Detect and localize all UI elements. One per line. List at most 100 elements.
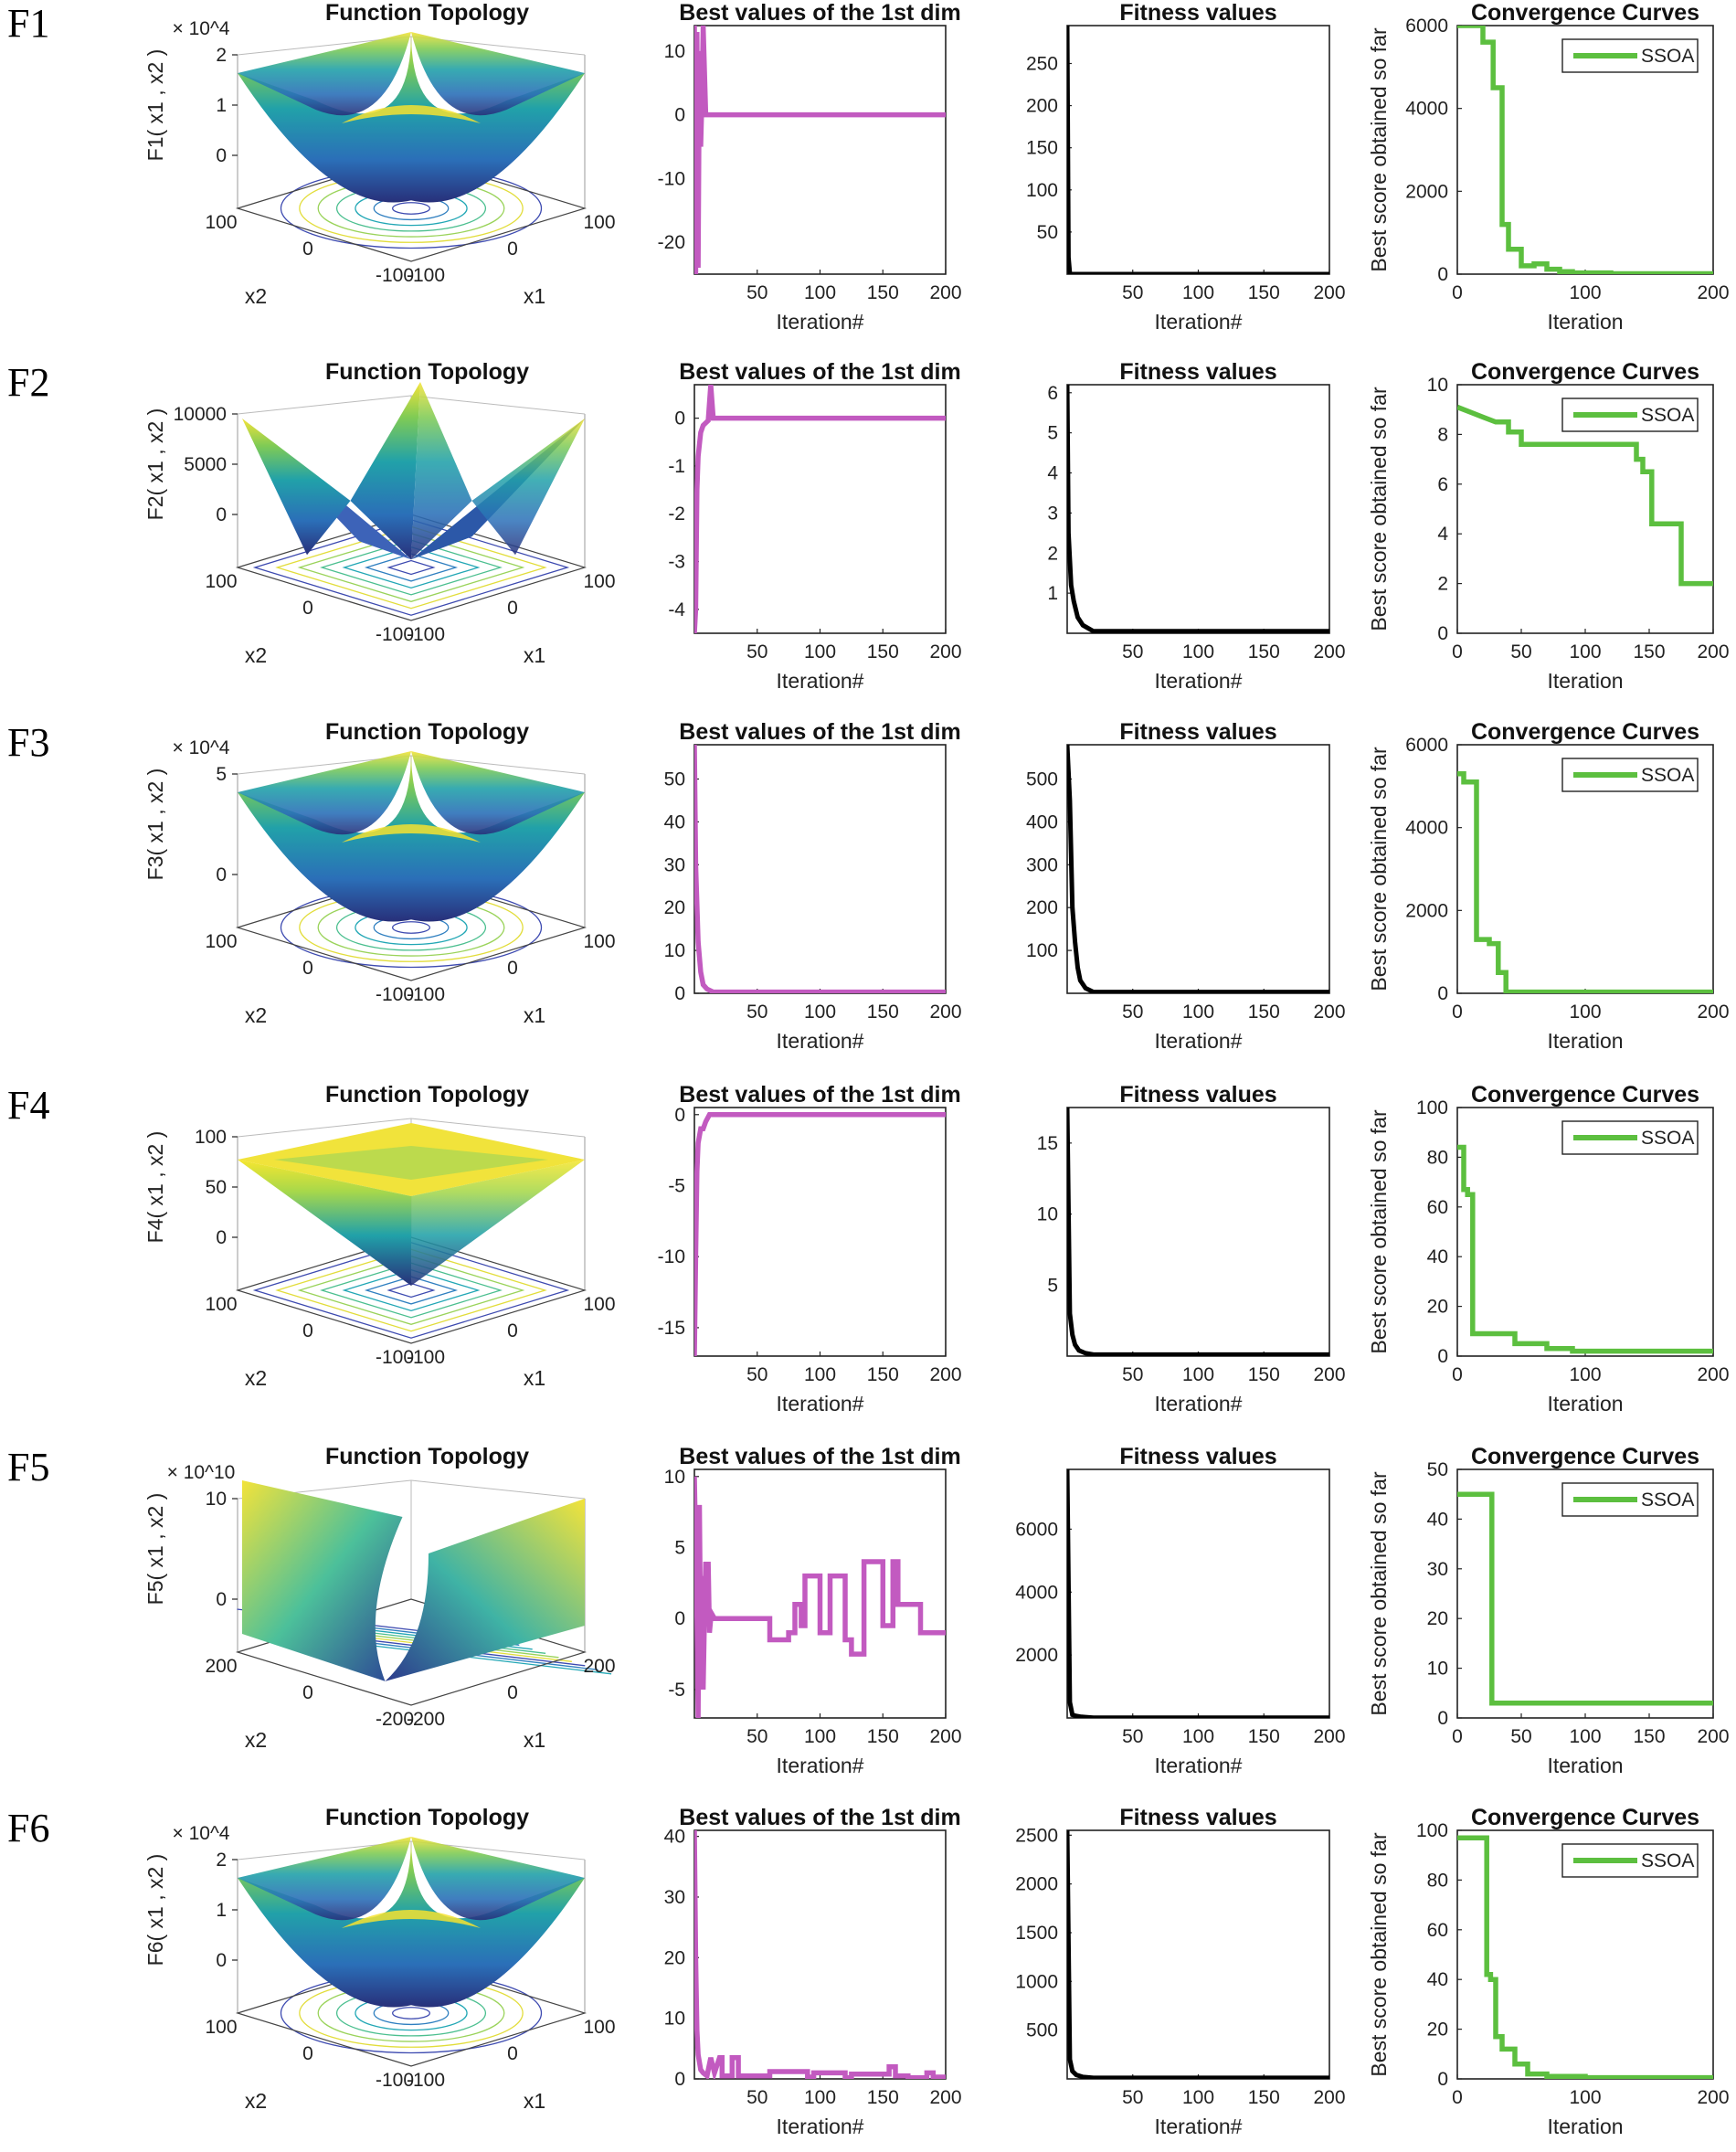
legend-label: SSOA [1641,405,1694,426]
panel-f3-1: Best values of the 1st dim 50 100 150 200 0 10… [664,719,962,1053]
y-tick-label: 0 [674,105,685,126]
row-label-f5: F5 [7,1445,49,1489]
y-tick-label: 40 [1427,1509,1448,1530]
y-axis-label: Best score obtained so far [1367,747,1391,991]
plot-frame [1066,384,1330,634]
legend-label: SSOA [1641,765,1694,786]
contour-line [342,1268,481,1312]
x1-tick-label: 100 [583,2017,615,2038]
x-tick-label: 50 [1510,641,1531,663]
x-tick-label: 100 [804,1726,836,1747]
y-tick-label: 1500 [1015,1923,1058,1944]
x1-tick-label: 200 [583,1656,615,1677]
x1-tick-label: -100 [407,265,445,286]
x1-tick-label: 0 [507,1682,518,1703]
legend-label: SSOA [1641,46,1694,67]
x-tick-label: 200 [1697,1002,1729,1023]
y-tick-label: -10 [658,1246,685,1267]
x2-axis-label: x2 [245,1366,267,1390]
panel-title: Fitness values [1119,1444,1276,1469]
y-tick-label: 6000 [1405,16,1448,37]
x-tick-label: 0 [1452,641,1463,663]
x1-tick-label: 100 [583,931,615,952]
x-tick-label: 150 [1248,282,1280,303]
plot-frame [693,1829,947,2080]
x-axis-label: Iteration [1547,310,1623,334]
y-tick-label: 4000 [1405,99,1448,120]
x-axis-label: Iteration# [1155,310,1243,334]
x-tick-label: 0 [1452,2087,1463,2108]
surface-face [350,382,420,560]
x-tick-label: 50 [746,282,767,303]
series-line [694,1476,946,1718]
surface-front [238,751,585,922]
y-tick-label: -4 [668,599,685,620]
panel-title: Convergence Curves [1471,1444,1699,1469]
legend-label: SSOA [1641,1850,1694,1871]
panel-title: Best values of the 1st dim [679,1444,960,1469]
x-tick-label: 100 [804,1364,836,1385]
y-tick-label: 400 [1026,811,1058,832]
panel-title: Best values of the 1st dim [679,1805,960,1830]
x-tick-label: 100 [1182,1364,1214,1385]
panel-f6-1: Best values of the 1st dim 50 100 150 200 0 10… [664,1805,962,2138]
x-tick-label: 200 [1697,641,1729,663]
x2-axis-label: x2 [245,284,267,308]
y-tick-label: 20 [1427,2019,1448,2041]
z-tick-label: 50 [206,1177,227,1198]
y-tick-label: 100 [1416,1097,1448,1118]
x2-axis-label: x2 [245,2089,267,2113]
contour-line [391,921,431,934]
surface-right [411,751,585,835]
panel-f6-2: Fitness values 50 100 150 200 500 1000 1500 2000… [1015,1805,1345,2138]
y-tick-label: 30 [664,854,685,875]
x-tick-label: 100 [1182,1726,1214,1747]
y-tick-label: 4000 [1405,818,1448,839]
y-tick-label: -15 [658,1318,685,1339]
x-tick-label: 50 [746,2087,767,2108]
x-tick-label: 200 [929,641,961,663]
x-tick-label: 50 [1122,1726,1143,1747]
panel-f5-2: Fitness values 50 100 150 200 2000 4000 6000 Ite… [1015,1444,1345,1777]
y-tick-label: 0 [674,408,685,429]
y-tick-label: 0 [674,1105,685,1126]
y-tick-label: -5 [668,1680,685,1701]
x2-tick-label: 100 [205,212,237,233]
y-tick-label: 0 [1437,983,1448,1004]
panel-f3-0: Function Topology 0 5 × 10^4 F3( x1 , x2 ) 10… [143,719,616,1027]
y-tick-label: 10 [664,2009,685,2030]
plot-frame [693,384,947,634]
x2-tick-label: 0 [302,239,313,260]
x1-tick-label: -100 [407,624,445,645]
x-tick-label: 50 [1510,1726,1531,1747]
x-tick-label: 200 [929,1364,961,1385]
x-tick-label: 200 [1313,282,1345,303]
x-axis-label: Iteration# [777,1754,864,1777]
z-tick-label: 5000 [184,454,227,475]
x-tick-label: 100 [1569,1726,1601,1747]
x-tick-label: 200 [929,1726,961,1747]
x-tick-label: 150 [1248,641,1280,663]
x-tick-label: 150 [867,282,899,303]
x2-tick-label: 100 [205,931,237,952]
x1-tick-label: -100 [407,1347,445,1368]
legend-label: SSOA [1641,1128,1694,1149]
z-tick-label: 0 [216,864,227,885]
x-tick-label: 200 [1313,2087,1345,2108]
x-tick-label: 200 [929,2087,961,2108]
x2-axis-label: x2 [245,1728,267,1752]
x-tick-label: 150 [1248,1002,1280,1023]
panel-title: Convergence Curves [1471,1082,1699,1108]
x-axis-label: Iteration# [1155,2115,1243,2138]
y-axis-label: Best score obtained so far [1367,1832,1391,2077]
x-tick-label: 150 [867,1726,899,1747]
y-tick-label: 40 [1427,1246,1448,1267]
surface [238,32,585,203]
x2-tick-label: 100 [205,2017,237,2038]
contour-line [364,1276,459,1305]
y-tick-label: 2 [1437,574,1448,595]
y-tick-label: 2 [1047,543,1058,564]
